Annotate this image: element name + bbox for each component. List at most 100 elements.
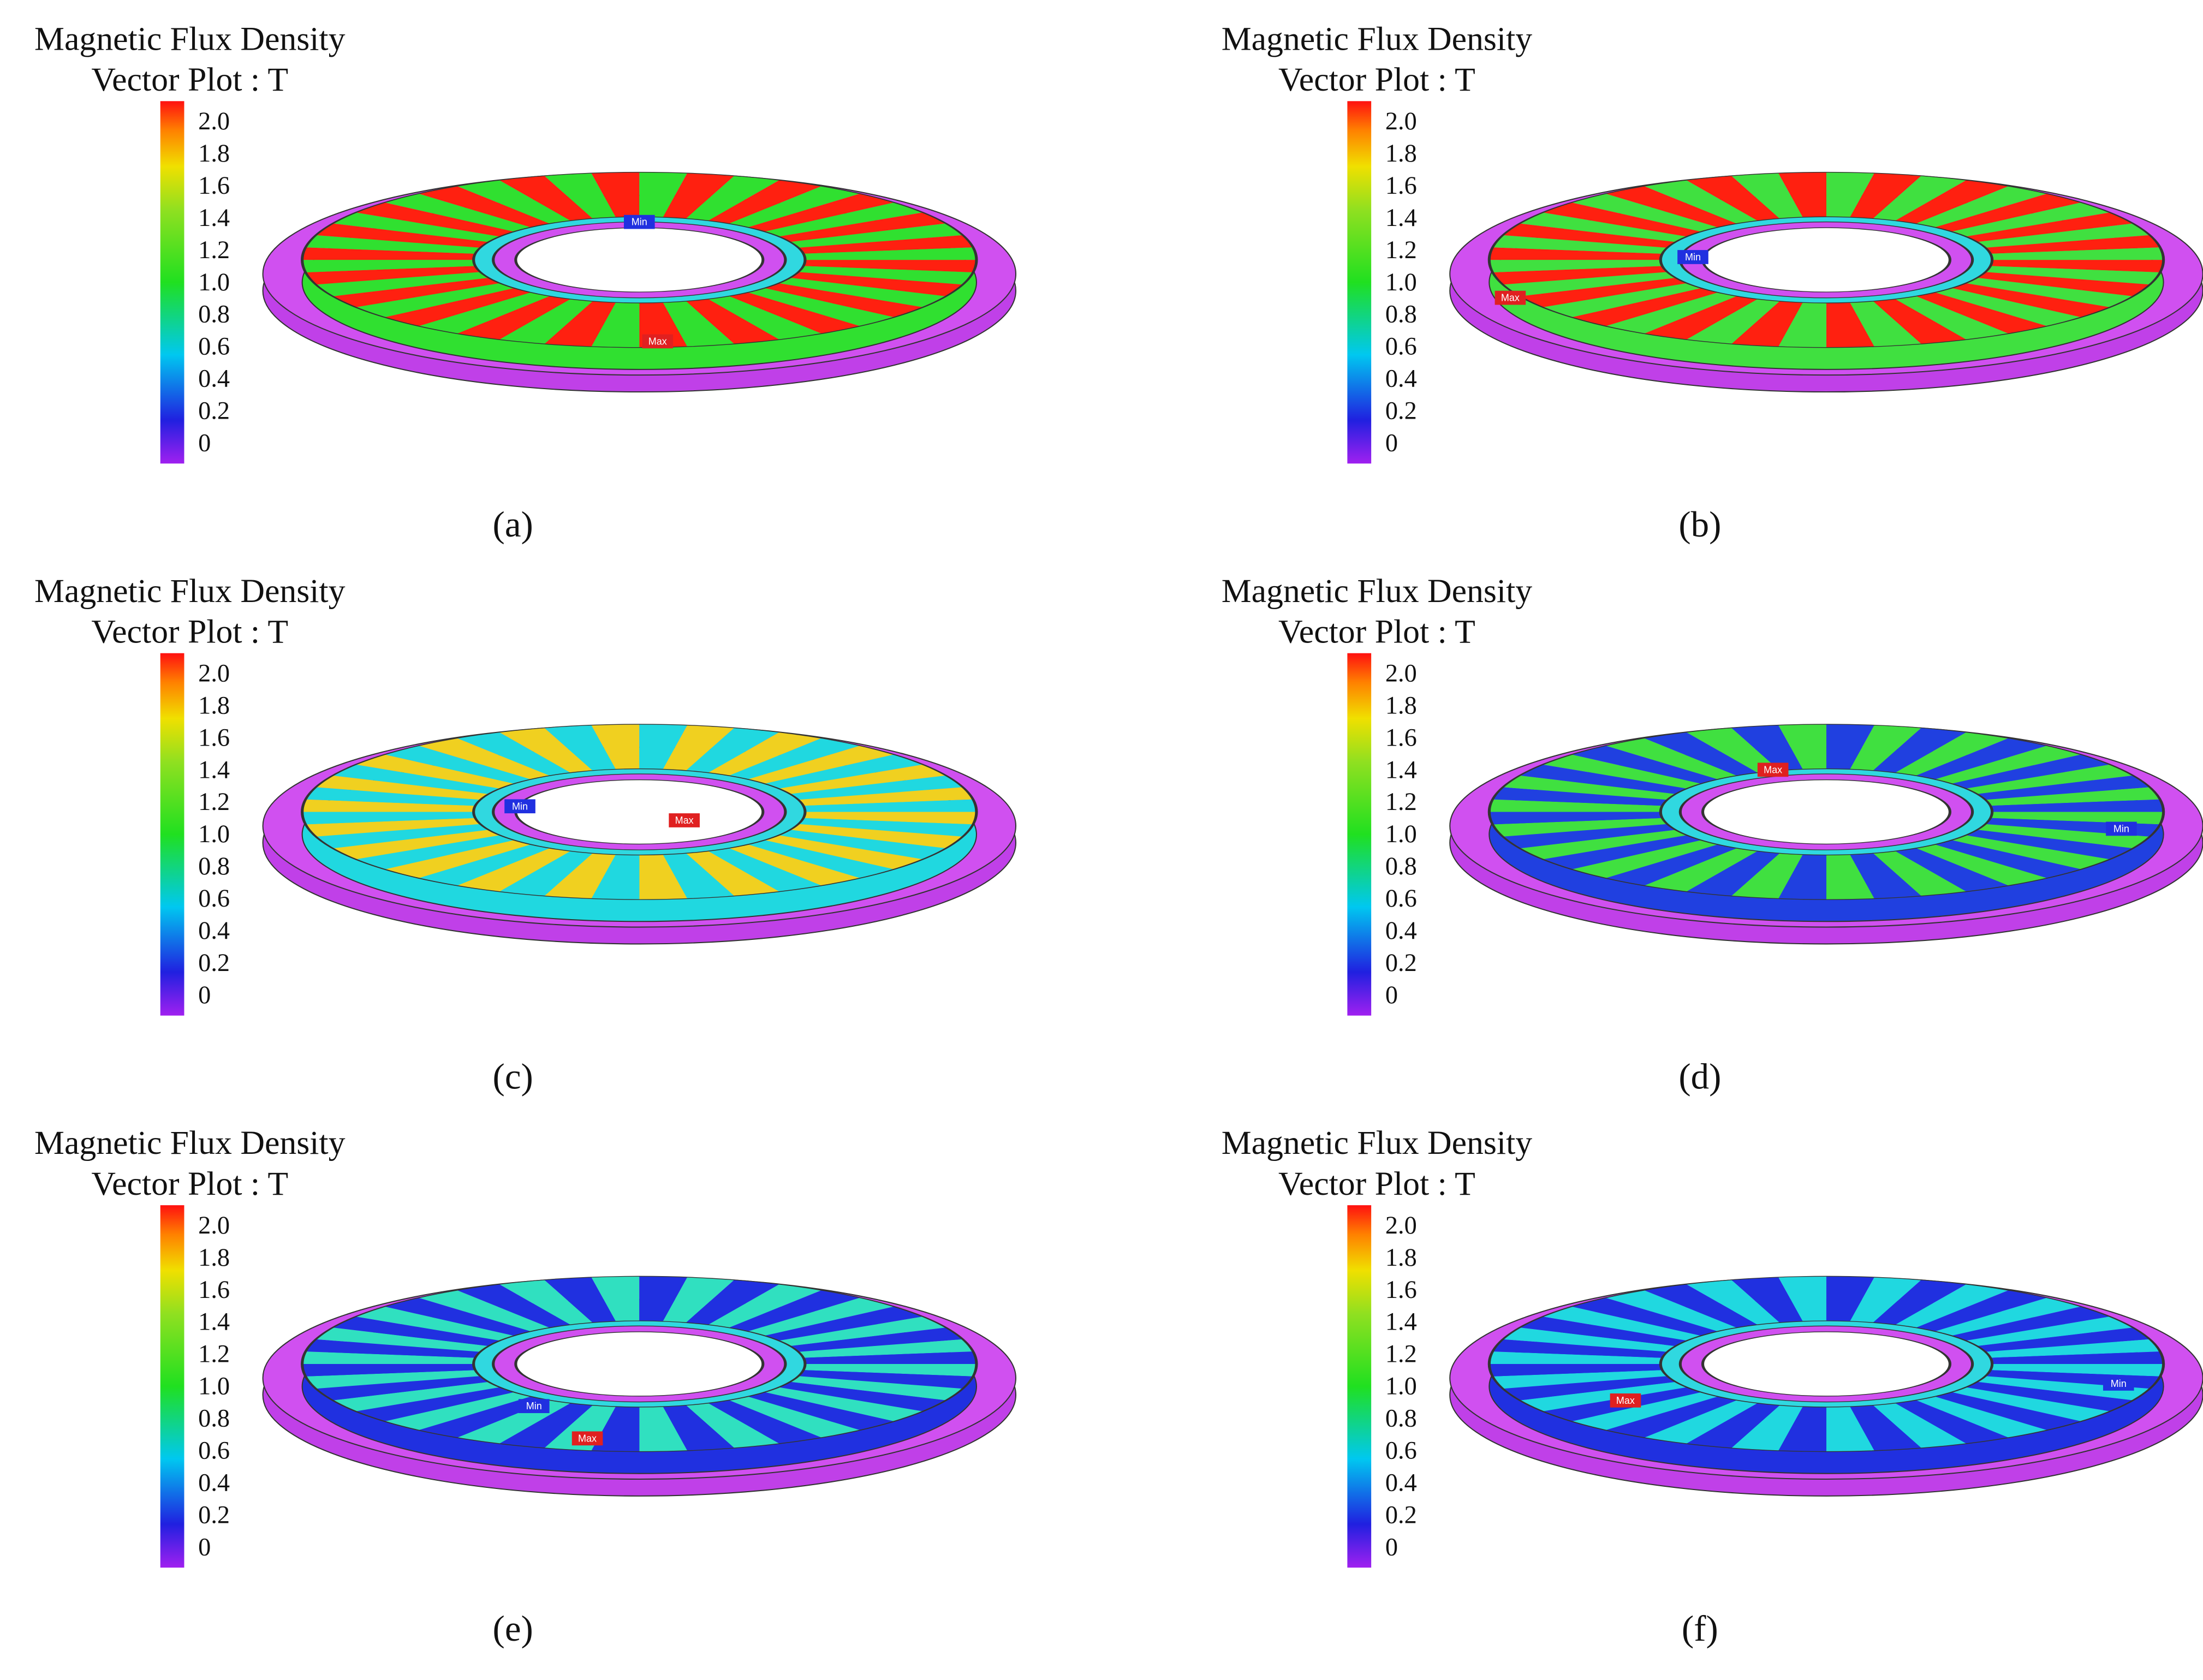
colorbar-tick-label: 1.6: [1385, 1276, 1417, 1304]
marker-label: Min: [512, 801, 528, 812]
colorbar-tick-label: 0.6: [198, 333, 230, 361]
marker-label: Min: [1685, 252, 1701, 263]
marker-box: [2103, 1377, 2134, 1391]
colorbar-tick-label: 2.0: [1385, 1212, 1417, 1240]
colorbar: [160, 101, 184, 464]
colorbar-tick-label: 1.2: [198, 1341, 230, 1368]
marker-box: [1610, 1393, 1641, 1408]
colorbar-tick-label: 0.6: [1385, 333, 1417, 361]
colorbar-tick-label: 0.6: [198, 1437, 230, 1464]
colorbar-tick-label: 0.4: [198, 1469, 230, 1497]
colorbar-tick-label: 0: [198, 981, 211, 1009]
marker-label: Max: [578, 1433, 597, 1444]
stator-edge: [1487, 171, 2165, 348]
legend-subtitle: Vector Plot : T: [1278, 61, 1475, 98]
bore: [514, 227, 765, 293]
colorbar-tick-label: 0.8: [198, 301, 230, 329]
colorbar-tick-label: 0.6: [1385, 1437, 1417, 1464]
legend-subtitle: Vector Plot : T: [91, 61, 288, 98]
colorbar-tick-label: 1.4: [1385, 756, 1417, 784]
colorbar-tick-label: 0.8: [1385, 301, 1417, 329]
panel-label: (a): [493, 504, 533, 545]
colorbar-tick-label: 1.0: [1385, 269, 1417, 296]
colorbar-tick-label: 0.4: [198, 917, 230, 945]
colorbar-tick-label: 1.6: [1385, 724, 1417, 752]
legend-subtitle: Vector Plot : T: [1278, 1165, 1475, 1202]
stator-edge: [1487, 724, 2165, 900]
colorbar-tick-label: 1.2: [198, 788, 230, 816]
colorbar-tick-label: 1.0: [1385, 820, 1417, 848]
colorbar-tick-label: 1.4: [198, 756, 230, 784]
legend-title: Magnetic Flux Density: [34, 573, 346, 610]
marker-label: Max: [648, 336, 667, 347]
disk: [1449, 1276, 2203, 1497]
legend-title: Magnetic Flux Density: [34, 20, 346, 57]
legend-subtitle: Vector Plot : T: [91, 613, 288, 650]
colorbar-tick-label: 1.4: [198, 204, 230, 232]
marker-box: [623, 215, 655, 229]
colorbar-tick-label: 0: [1385, 429, 1398, 457]
marker-label: Min: [2111, 1378, 2127, 1389]
marker-label: Min: [526, 1401, 542, 1411]
colorbar-tick-label: 1.0: [198, 820, 230, 848]
colorbar-tick-label: 0.8: [198, 853, 230, 880]
colorbar-tick-label: 0.4: [1385, 1469, 1417, 1497]
colorbar-tick-label: 0.8: [1385, 853, 1417, 880]
colorbar-tick-label: 1.8: [198, 692, 230, 719]
panel-label: (f): [1682, 1608, 1718, 1649]
colorbar-tick-label: 0.2: [198, 397, 230, 425]
colorbar-tick-label: 1.4: [1385, 1308, 1417, 1336]
colorbar-tick-label: 1.6: [198, 172, 230, 200]
colorbar-tick-label: 0.8: [198, 1405, 230, 1433]
stator-face: [301, 724, 978, 900]
colorbar-tick-label: 0.6: [198, 885, 230, 913]
colorbar-tick-label: 0.4: [1385, 365, 1417, 393]
colorbar-tick-label: 1.0: [198, 1373, 230, 1401]
colorbar: [1347, 1205, 1372, 1568]
colorbar-tick-label: 2.0: [1385, 108, 1417, 135]
stator-face: [1487, 724, 2165, 900]
colorbar-tick-label: 1.2: [198, 236, 230, 264]
legend-title: Magnetic Flux Density: [34, 1124, 346, 1161]
colorbar-tick-label: 2.0: [198, 108, 230, 135]
colorbar: [160, 1205, 184, 1568]
colorbar-tick-label: 1.8: [1385, 1244, 1417, 1272]
colorbar-tick-label: 1.8: [1385, 140, 1417, 168]
disk: [262, 724, 1017, 945]
stator-edge: [1487, 1276, 2165, 1452]
colorbar-tick-label: 0.4: [1385, 917, 1417, 945]
marker-box: [571, 1431, 603, 1446]
stator-edge: [301, 171, 978, 348]
colorbar-tick-label: 0.6: [1385, 885, 1417, 913]
marker-box: [1757, 762, 1789, 777]
colorbar-tick-label: 0.2: [1385, 1501, 1417, 1529]
colorbar: [160, 653, 184, 1016]
bore: [514, 779, 765, 845]
stator-face: [1487, 1276, 2165, 1452]
disk: [262, 171, 1017, 393]
colorbar-tick-label: 1.4: [1385, 204, 1417, 232]
disk: [1449, 724, 2203, 945]
marker-label: Min: [2113, 823, 2129, 834]
colorbar-tick-label: 1.2: [1385, 1341, 1417, 1368]
colorbar-tick-label: 0.2: [1385, 949, 1417, 977]
colorbar-tick-label: 1.6: [198, 724, 230, 752]
colorbar-tick-label: 0: [198, 429, 211, 457]
legend-title: Magnetic Flux Density: [1222, 573, 1533, 610]
marker-label: Min: [632, 217, 647, 228]
marker-label: Max: [1764, 764, 1782, 775]
colorbar-tick-label: 0.8: [1385, 1405, 1417, 1433]
marker-box: [518, 1399, 550, 1414]
colorbar-tick-label: 0.2: [198, 949, 230, 977]
panel-label: (e): [493, 1608, 533, 1649]
colorbar-tick-label: 1.8: [1385, 692, 1417, 719]
colorbar-tick-label: 1.6: [198, 1276, 230, 1304]
marker-box: [1677, 250, 1708, 264]
